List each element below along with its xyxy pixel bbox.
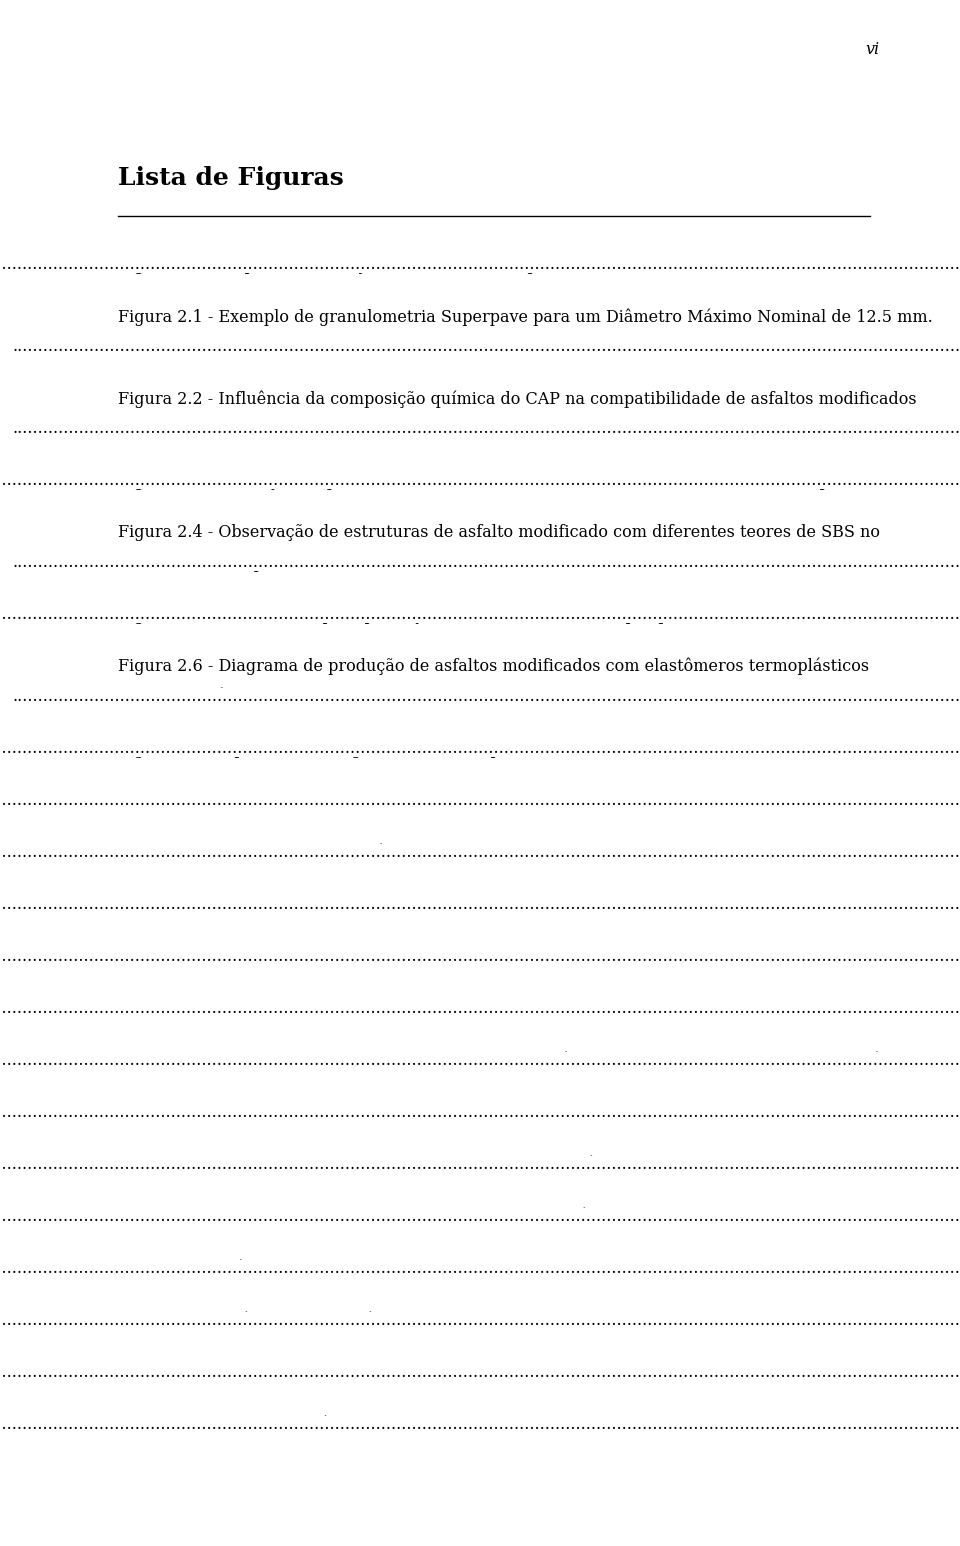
Text: ................................................................................: ........................................…: [0, 1051, 960, 1068]
Text: 61: 61: [850, 1000, 870, 1017]
Text: Figura 4.1 - Pedreira Bandeirantes – coleta de agregados.: Figura 4.1 - Pedreira Bandeirantes – col…: [118, 1104, 589, 1121]
Text: 32: 32: [850, 606, 870, 623]
Text: ................................................................................: ........................................…: [0, 472, 960, 489]
Text: Figura 4.5 - Análise Granulométrica dos agregados utilizado na pesquisa.: Figura 4.5 - Análise Granulométrica dos …: [118, 1313, 717, 1330]
Text: 86: 86: [850, 1364, 870, 1381]
Text: Figura 2.9 - Compactador Giratório Superpave: Figura 2.9 - Compactador Giratório Super…: [118, 844, 499, 861]
Text: ................................................................................: ........................................…: [0, 897, 960, 914]
Text: 45: 45: [850, 792, 870, 809]
Text: ................................................................................: ........................................…: [0, 606, 960, 623]
Text: Lista de Figuras: Lista de Figuras: [118, 165, 344, 190]
Text: 74: 74: [850, 1051, 870, 1068]
Text: 50: 50: [850, 844, 870, 861]
Text: 82: 82: [850, 1207, 870, 1224]
Text: Figura 2.3 - Alteração do ponto de amolecimento do asfalto modificado com o teor: Figura 2.3 - Alteração do ponto de amole…: [118, 472, 897, 490]
Text: Figura 2.10 - Deformação permanente nas trilhas de roda: Figura 2.10 - Deformação permanente nas …: [118, 897, 589, 914]
Text: Figura 2.5 - Alternativas para produção de asfalto modificado por polímero.: Figura 2.5 - Alternativas para produção …: [118, 606, 735, 623]
Text: ................................................................................: ........................................…: [0, 844, 960, 861]
Text: 80: 80: [850, 1156, 870, 1173]
Text: Figura 2.12 - Trincas por baixa temperatura: Figura 2.12 - Trincas por baixa temperat…: [118, 1000, 478, 1017]
Text: Figura 2.7 - Tipos de curvas granulométricas para misturas asfálticas.: Figura 2.7 - Tipos de curvas granulométr…: [118, 741, 691, 758]
Text: Figura 4.4 - Máquina de abrasão “Los Angeles”: Figura 4.4 - Máquina de abrasão “Los Ang…: [118, 1260, 504, 1277]
Text: ................................................................................: ........................................…: [0, 257, 960, 274]
Text: ................................................................................: ........................................…: [0, 948, 960, 965]
Text: ................................................................................: ........................................…: [0, 1000, 960, 1017]
Text: Figura 3.1 - Mapa da distribuição do PG do ligante asfáltico, sem considerar con: Figura 3.1 - Mapa da distribuição do PG …: [118, 1051, 931, 1070]
Text: Figura 2.6 - Diagrama de produção de asfaltos modificados com elastômeros termop: Figura 2.6 - Diagrama de produção de asf…: [118, 659, 869, 676]
Text: 86: 86: [850, 1313, 870, 1330]
Text: Figura 4.6 - Granulometria de agregados peruanos utilizado na pesquisa.: Figura 4.6 - Granulometria de agregados …: [118, 1364, 715, 1381]
Text: 31: 31: [850, 553, 870, 570]
Text: 89: 89: [850, 1416, 870, 1433]
Text: Figura 4.7 - Ligantes Asfálticos Peruanos utilizados na pesquisa.: Figura 4.7 - Ligantes Asfálticos Peruano…: [118, 1416, 643, 1433]
Text: ................................................................................: ........................................…: [12, 421, 960, 438]
Text: microscópio de reflexão de fluorescência.: microscópio de reflexão de fluorescência…: [180, 553, 519, 572]
Text: 57: 57: [850, 897, 870, 914]
Text: 3: 3: [860, 257, 870, 274]
Text: Figura 1.1 - Mapa de localização de Refinarias de petróleo do Peru.: Figura 1.1 - Mapa de localização de Refi…: [118, 257, 668, 274]
Text: ................................................................................: ........................................…: [0, 1104, 960, 1121]
Text: 43: 43: [850, 741, 870, 758]
Text: ................................................................................: ........................................…: [0, 792, 960, 809]
Text: ................................................................................: ........................................…: [12, 339, 960, 356]
Text: 13: 13: [850, 339, 870, 356]
Text: ................................................................................: ........................................…: [0, 1313, 960, 1330]
Text: por SBS.: por SBS.: [180, 421, 251, 438]
Text: ................................................................................: ........................................…: [0, 1207, 960, 1224]
Text: Figura 2.4 - Observação de estruturas de asfalto modificado com diferentes teore: Figura 2.4 - Observação de estruturas de…: [118, 524, 880, 541]
Text: ................................................................................: ........................................…: [12, 688, 960, 705]
Text: 28: 28: [850, 421, 870, 438]
Text: 58: 58: [850, 948, 870, 965]
Text: 78: 78: [850, 1104, 870, 1121]
Text: Figura 2.8 - Exemplo de granulometria Superpave.: Figura 2.8 - Exemplo de granulometria Su…: [118, 792, 533, 809]
Text: ................................................................................: ........................................…: [12, 553, 960, 570]
Text: 34: 34: [850, 688, 870, 705]
Text: ................................................................................: ........................................…: [0, 741, 960, 758]
Text: Figura 2.2 - Influência da composição química do CAP na compatibilidade de asfal: Figura 2.2 - Influência da composição qu…: [118, 390, 917, 408]
Text: Figura 2.11 - Trincas por fadiga: Figura 2.11 - Trincas por fadiga: [118, 948, 378, 965]
Text: ................................................................................: ........................................…: [0, 1416, 960, 1433]
Text: ................................................................................: ........................................…: [0, 1156, 960, 1173]
Text: Figura 4.2 - Determinação da densidade do agregado graúdo: Figura 4.2 - Determinação da densidade d…: [118, 1156, 615, 1173]
Text: Figura 4.3 - Determinação da densidade do agregado miúdo.: Figura 4.3 - Determinação da densidade d…: [118, 1207, 613, 1226]
Text: estirênicos.: estirênicos.: [180, 688, 275, 705]
Text: ................................................................................: ........................................…: [0, 1364, 960, 1381]
Text: ................................................................................: ........................................…: [0, 1260, 960, 1277]
Text: vi: vi: [866, 42, 880, 59]
Text: 29: 29: [850, 472, 870, 489]
Text: Figura 2.1 - Exemplo de granulometria Superpave para um Diâmetro Máximo Nominal : Figura 2.1 - Exemplo de granulometria Su…: [118, 308, 933, 326]
Text: 84: 84: [850, 1260, 870, 1277]
